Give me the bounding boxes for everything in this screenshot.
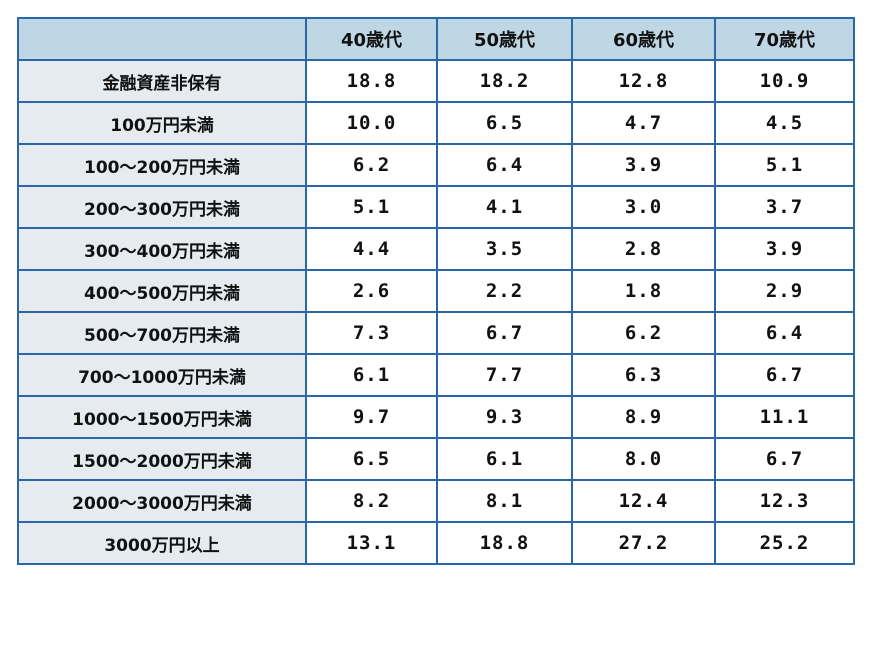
value-cell: 6.2 (571, 311, 716, 355)
table-row: 200〜300万円未満 5.1 4.1 3.0 3.7 (17, 185, 855, 229)
value-cell: 4.1 (436, 185, 573, 229)
value-cell: 2.9 (714, 269, 855, 313)
table-row: 100万円未満 10.0 6.5 4.7 4.5 (17, 101, 855, 145)
value-cell: 7.7 (436, 353, 573, 397)
row-label: 400〜500万円未満 (17, 269, 307, 313)
value-cell: 5.1 (714, 143, 855, 187)
row-label: 700〜1000万円未満 (17, 353, 307, 397)
table-row: 1000〜1500万円未満 9.7 9.3 8.9 11.1 (17, 395, 855, 439)
value-cell: 18.8 (436, 521, 573, 565)
row-label: 2000〜3000万円未満 (17, 479, 307, 523)
value-cell: 6.5 (305, 437, 438, 481)
row-label: 1500〜2000万円未満 (17, 437, 307, 481)
value-cell: 18.8 (305, 59, 438, 103)
value-cell: 6.4 (436, 143, 573, 187)
value-cell: 9.3 (436, 395, 573, 439)
column-header-60s: 60歳代 (571, 17, 716, 61)
value-cell: 18.2 (436, 59, 573, 103)
table-row: 金融資産非保有 18.8 18.2 12.8 10.9 (17, 59, 855, 103)
value-cell: 6.3 (571, 353, 716, 397)
value-cell: 2.6 (305, 269, 438, 313)
corner-header-cell (17, 17, 307, 61)
asset-distribution-table: 40歳代 50歳代 60歳代 70歳代 金融資産非保有 18.8 18.2 12… (17, 17, 855, 565)
value-cell: 6.1 (305, 353, 438, 397)
value-cell: 25.2 (714, 521, 855, 565)
value-cell: 3.0 (571, 185, 716, 229)
value-cell: 6.4 (714, 311, 855, 355)
value-cell: 6.1 (436, 437, 573, 481)
column-header-70s: 70歳代 (714, 17, 855, 61)
table-row: 500〜700万円未満 7.3 6.7 6.2 6.4 (17, 311, 855, 355)
value-cell: 11.1 (714, 395, 855, 439)
value-cell: 9.7 (305, 395, 438, 439)
row-label: 100〜200万円未満 (17, 143, 307, 187)
row-label: 500〜700万円未満 (17, 311, 307, 355)
value-cell: 10.0 (305, 101, 438, 145)
value-cell: 6.7 (436, 311, 573, 355)
value-cell: 4.7 (571, 101, 716, 145)
value-cell: 3.9 (571, 143, 716, 187)
value-cell: 2.8 (571, 227, 716, 271)
value-cell: 27.2 (571, 521, 716, 565)
table-row: 300〜400万円未満 4.4 3.5 2.8 3.9 (17, 227, 855, 271)
table-row: 2000〜3000万円未満 8.2 8.1 12.4 12.3 (17, 479, 855, 523)
value-cell: 3.7 (714, 185, 855, 229)
column-header-50s: 50歳代 (436, 17, 573, 61)
table-row: 700〜1000万円未満 6.1 7.7 6.3 6.7 (17, 353, 855, 397)
value-cell: 6.2 (305, 143, 438, 187)
row-label: 1000〜1500万円未満 (17, 395, 307, 439)
value-cell: 1.8 (571, 269, 716, 313)
value-cell: 12.8 (571, 59, 716, 103)
row-label: 3000万円以上 (17, 521, 307, 565)
value-cell: 6.5 (436, 101, 573, 145)
table-row: 3000万円以上 13.1 18.8 27.2 25.2 (17, 521, 855, 565)
column-header-40s: 40歳代 (305, 17, 438, 61)
value-cell: 12.3 (714, 479, 855, 523)
table-row: 100〜200万円未満 6.2 6.4 3.9 5.1 (17, 143, 855, 187)
value-cell: 5.1 (305, 185, 438, 229)
value-cell: 10.9 (714, 59, 855, 103)
value-cell: 8.9 (571, 395, 716, 439)
value-cell: 8.1 (436, 479, 573, 523)
value-cell: 6.7 (714, 353, 855, 397)
table-header-row: 40歳代 50歳代 60歳代 70歳代 (17, 17, 855, 61)
value-cell: 3.5 (436, 227, 573, 271)
row-label: 200〜300万円未満 (17, 185, 307, 229)
value-cell: 13.1 (305, 521, 438, 565)
row-label: 300〜400万円未満 (17, 227, 307, 271)
value-cell: 6.7 (714, 437, 855, 481)
row-label: 金融資産非保有 (17, 59, 307, 103)
table-row: 1500〜2000万円未満 6.5 6.1 8.0 6.7 (17, 437, 855, 481)
value-cell: 8.0 (571, 437, 716, 481)
value-cell: 3.9 (714, 227, 855, 271)
value-cell: 4.4 (305, 227, 438, 271)
value-cell: 12.4 (571, 479, 716, 523)
table-row: 400〜500万円未満 2.6 2.2 1.8 2.9 (17, 269, 855, 313)
value-cell: 4.5 (714, 101, 855, 145)
value-cell: 2.2 (436, 269, 573, 313)
value-cell: 8.2 (305, 479, 438, 523)
row-label: 100万円未満 (17, 101, 307, 145)
value-cell: 7.3 (305, 311, 438, 355)
asset-table-container: 40歳代 50歳代 60歳代 70歳代 金融資産非保有 18.8 18.2 12… (17, 17, 855, 565)
